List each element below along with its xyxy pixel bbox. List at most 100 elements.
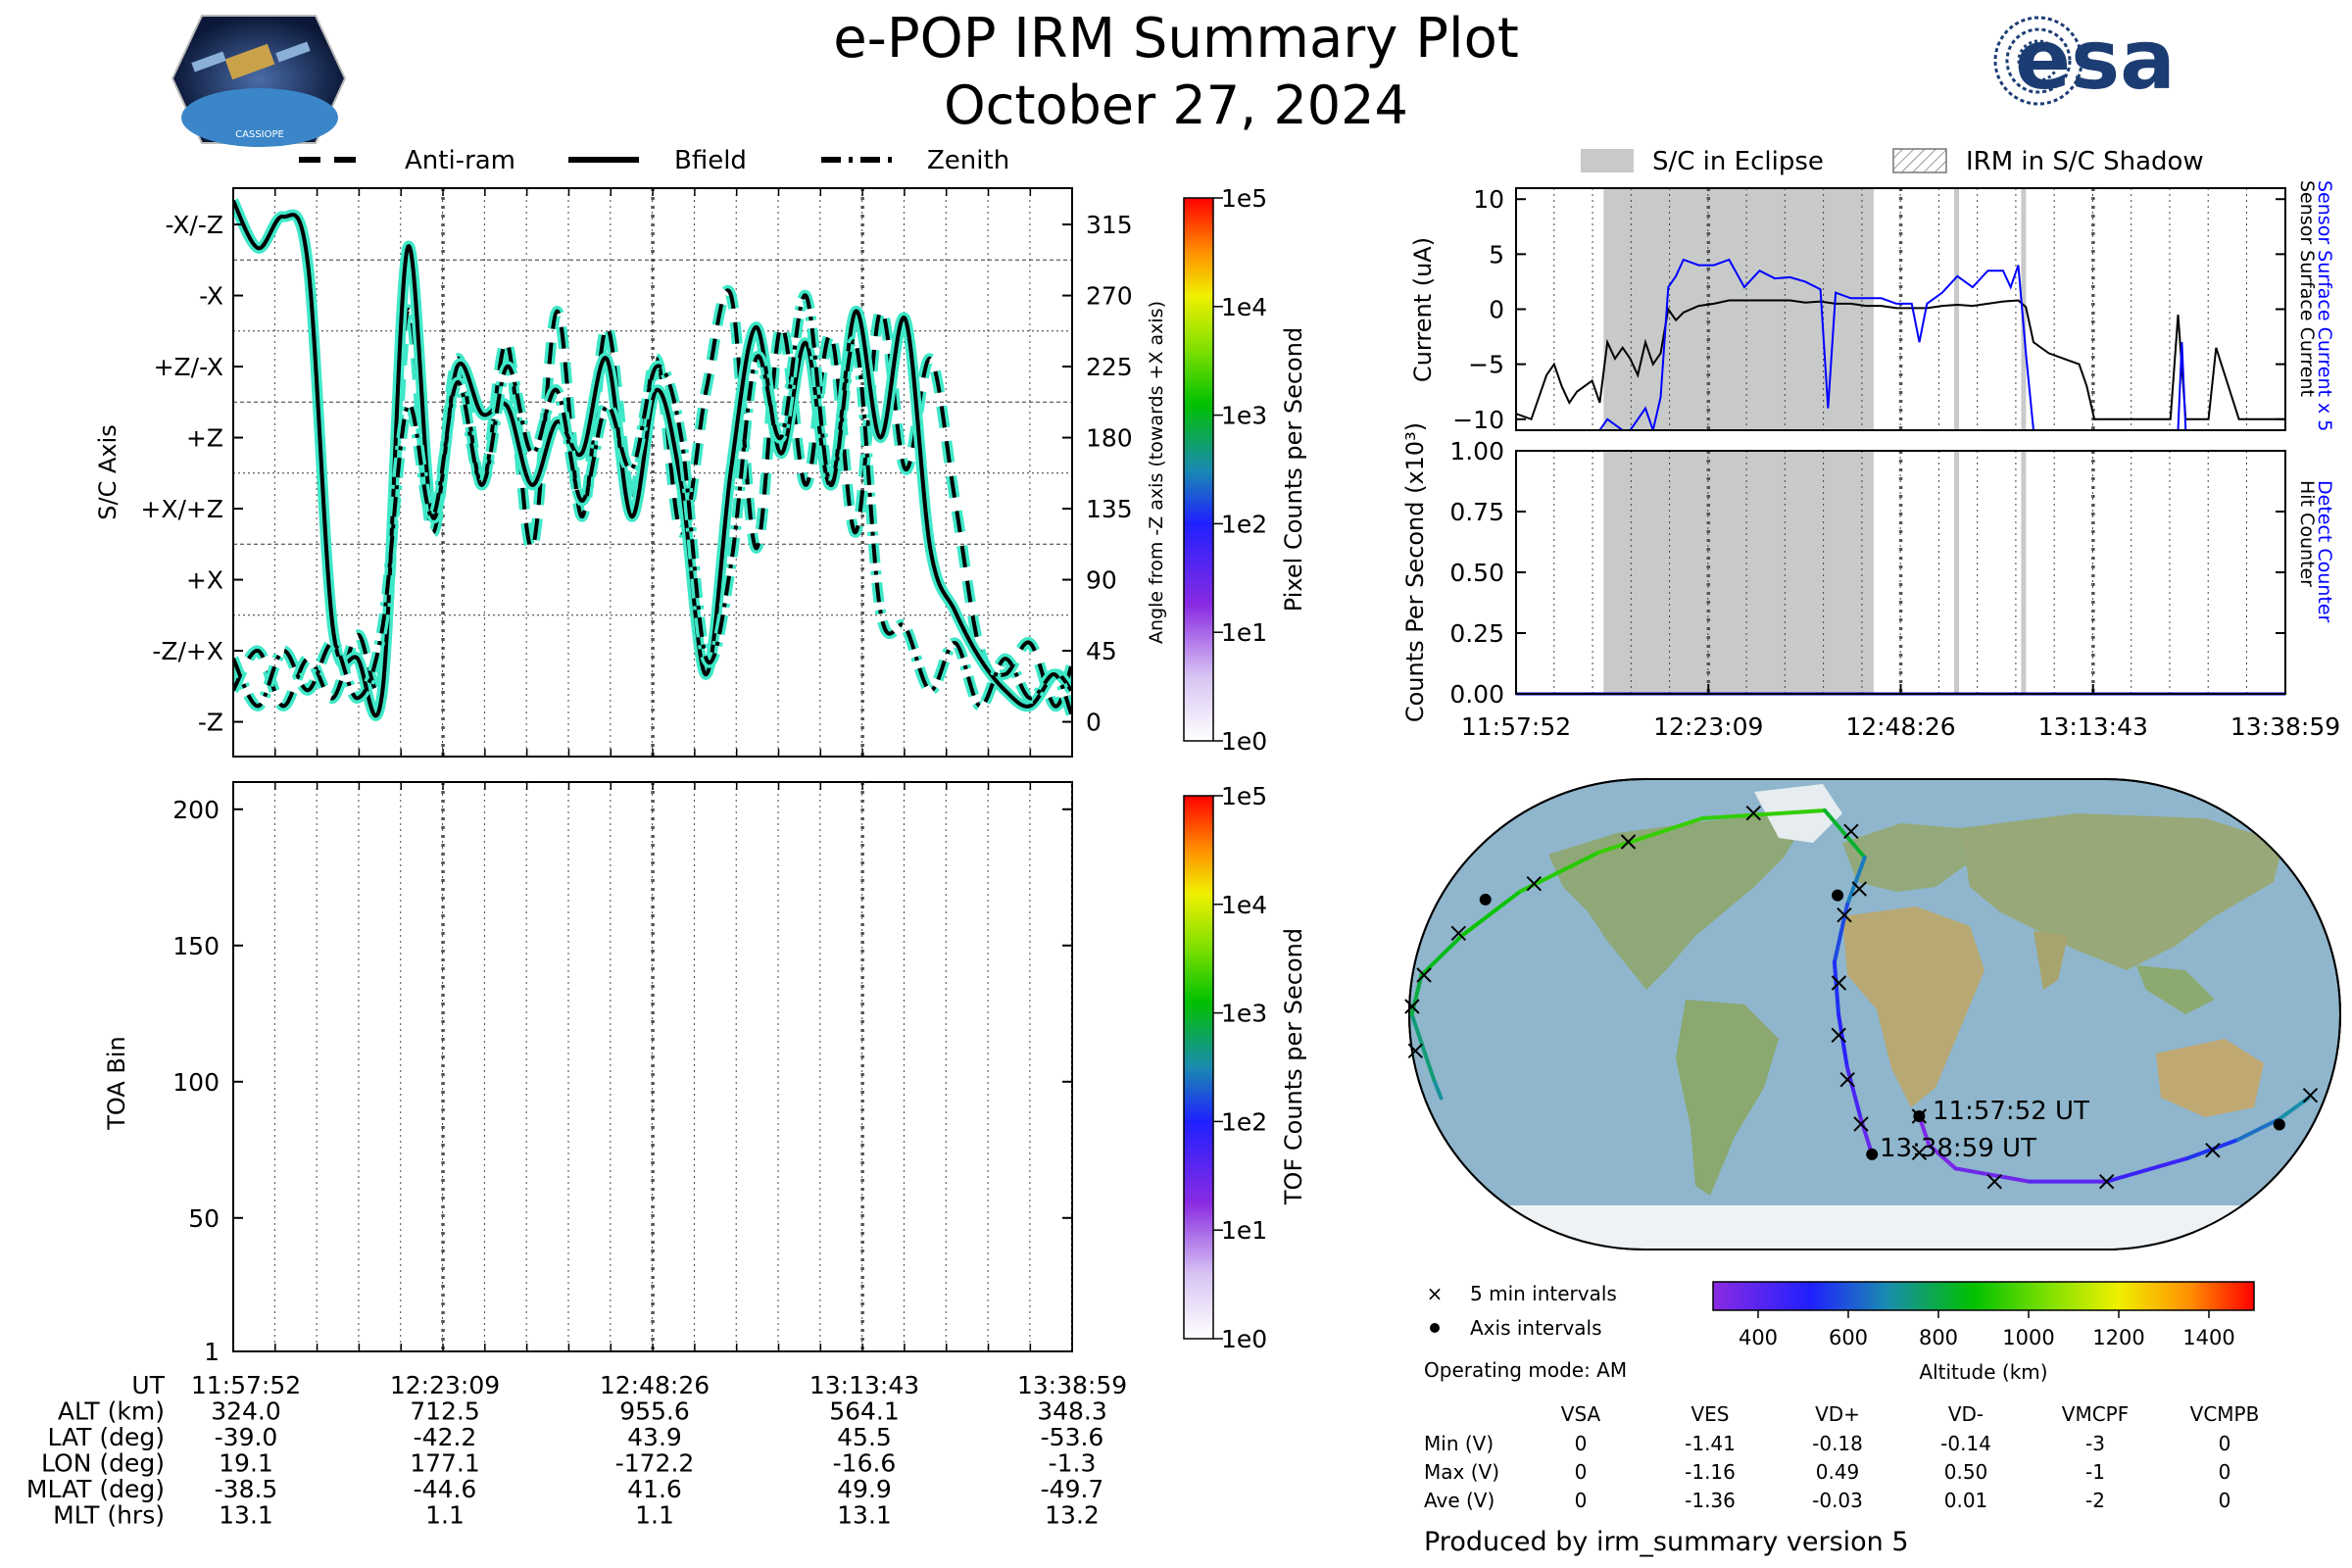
eclipse-band [1603, 188, 1874, 430]
current-panel: 10 5 0 −5 −10 Current (uA) Sensor Surface Cu… [1409, 180, 2335, 434]
five-min-mark [1450, 925, 1466, 942]
counts-tick: 0.75 [1449, 498, 1504, 526]
land-se-asia [2136, 965, 2215, 1014]
orbit-map: 11:57:52 UT 13:38:59 UT [1404, 778, 2341, 1250]
colorbar-tick: 1e5 [1221, 184, 1267, 213]
shadow-band [1954, 188, 1960, 430]
esa-logo-text: esa [2015, 12, 2176, 108]
current-right-label-black: Sensor Surface Current [2296, 180, 2318, 397]
five-min-mark [1526, 875, 1542, 892]
ephem-cell: 45.5 [837, 1423, 892, 1451]
eclipse-legend: S/C in Eclipse IRM in S/C Shadow [1581, 147, 2204, 176]
axis-mark [1479, 893, 1492, 906]
ephem-row-label: MLAT (deg) [26, 1475, 165, 1503]
counts-xtick: 13:13:43 [2038, 712, 2148, 741]
five-min-mark [1851, 881, 1867, 897]
voltage-col-header: VD- [1948, 1402, 1984, 1426]
voltage-cell: -0.18 [1812, 1432, 1863, 1455]
colorbar-tick: 1e3 [1221, 402, 1267, 430]
colorbar-tick: 1e4 [1221, 891, 1267, 919]
ephem-cell: -38.5 [215, 1475, 278, 1503]
plot-date: October 27, 2024 [944, 74, 1408, 136]
angle-left-tick: -X [199, 282, 223, 311]
ephem-cell: 19.1 [219, 1449, 273, 1478]
voltage-cell: -1 [2085, 1460, 2105, 1484]
five-min-mark [1853, 1116, 1869, 1132]
angle-right-tick: 0 [1086, 709, 1102, 737]
tof-colorbar-label: TOF Counts per Second [1280, 928, 1307, 1205]
orbit-track-segment [1927, 1143, 1958, 1171]
toa-tick: 100 [172, 1068, 220, 1097]
voltage-col-header: VSA [1561, 1402, 1601, 1426]
altitude-colorbar-label: Altitude (km) [1919, 1360, 2047, 1384]
ephem-cell: 11:57:52 [191, 1371, 301, 1399]
voltage-row-label: Max (V) [1424, 1460, 1499, 1484]
voltage-col-header: VD+ [1815, 1402, 1860, 1426]
counts-ylabel: Counts Per Second (x10³) [1401, 422, 1429, 722]
cassiope-logo-text: CASSIOPE [235, 129, 284, 140]
ephem-cell: 348.3 [1037, 1397, 1107, 1426]
five-min-mark [1911, 1145, 1928, 1161]
counts-panel: 1.00 0.75 0.50 0.25 0.00 11:57:52 12:23:09 12:… [1401, 422, 2340, 741]
ephem-cell: -44.6 [414, 1475, 477, 1503]
ephem-row-label: LON (deg) [41, 1449, 165, 1478]
ephem-cell: 1.1 [425, 1501, 465, 1530]
angle-panel: -X/-Z 315 -X 270 +Z/-X 225 +Z 180 +X/+Z 135 +X 90 -Z… [94, 187, 1167, 758]
counts-tick: 0.25 [1449, 619, 1504, 648]
shadow-band [2021, 188, 2027, 430]
shadow-band [2021, 451, 2027, 694]
five-min-label: 5 min intervals [1470, 1282, 1617, 1305]
ephem-cell: 712.5 [410, 1397, 480, 1426]
altitude-tick: 400 [1739, 1326, 1778, 1349]
esa-logo: esa [1993, 12, 2176, 108]
voltage-cell: -1.16 [1685, 1460, 1736, 1484]
ephem-cell: 955.6 [619, 1397, 690, 1426]
voltage-cell: 0 [1575, 1489, 1588, 1512]
five-min-mark [1404, 999, 1420, 1014]
altitude-tick: 1000 [2002, 1326, 2054, 1349]
altitude-colorbar: 400 600 800 1000 1200 1400 Altitude (km) [1712, 1281, 2255, 1384]
angle-legend-label-1: Bfield [674, 146, 747, 175]
orbit-track-segment [1844, 856, 1867, 906]
five-min-mark [1843, 823, 1859, 840]
orbit-track-segment [1419, 934, 1464, 977]
angle-trace-Zenith [233, 293, 1072, 715]
map-start-label: 11:57:52 UT [1933, 1097, 2089, 1126]
ephem-row-label: ALT (km) [58, 1397, 165, 1426]
five-min-mark [1745, 805, 1761, 821]
angle-right-tick: 45 [1086, 637, 1117, 665]
angle-right-tick: 180 [1086, 424, 1133, 453]
ephem-cell: 49.9 [837, 1475, 892, 1503]
voltage-col-header: VMCPF [2062, 1402, 2129, 1426]
angle-right-tick: 315 [1086, 211, 1133, 239]
counts-xtick: 13:38:59 [2230, 712, 2340, 741]
counts-xtick: 12:23:09 [1653, 712, 1763, 741]
voltage-row-label: Min (V) [1424, 1432, 1494, 1455]
orbit-track-segment [2235, 1116, 2282, 1142]
counts-xtick: 12:48:26 [1845, 712, 1955, 741]
land-asia [1960, 813, 2283, 970]
five-min-mark [2302, 1087, 2319, 1103]
voltage-cell: 0 [2219, 1432, 2231, 1455]
five-min-mark [2205, 1142, 2221, 1158]
angle-left-tick: +Z [186, 424, 223, 453]
counts-right-label-blue: Detect Counter [2314, 480, 2335, 623]
orbit-track-segment [1459, 889, 1523, 938]
voltage-table: VSA VES VD+ VD- VMCPF VCMPB Min (V) 0 -1.41 -0.18… [1424, 1402, 2259, 1512]
ephem-cell: 43.9 [627, 1423, 682, 1451]
orbit-track-segment [1823, 808, 1867, 859]
ephem-cell: 13.2 [1045, 1501, 1100, 1530]
orbit-track-segment [1700, 808, 1828, 820]
cassiope-logo: CASSIOPE [171, 15, 347, 147]
voltage-cell: 0 [1575, 1432, 1588, 1455]
five-min-mark [1407, 1043, 1424, 1059]
ephemeris-table: UT 11:57:52 12:23:09 12:48:26 13:13:43 13:38:… [26, 1371, 1127, 1530]
current-trace-1 [1598, 258, 2187, 430]
voltage-cell: -2 [2085, 1489, 2105, 1512]
angle-right-tick: 270 [1086, 282, 1133, 311]
angle-left-tick: -Z [198, 709, 223, 737]
ephem-cell: -16.6 [833, 1449, 897, 1478]
axis-mark [1832, 889, 1844, 902]
voltage-cell: 0.50 [1944, 1460, 1988, 1484]
axis-mark [2273, 1118, 2285, 1131]
